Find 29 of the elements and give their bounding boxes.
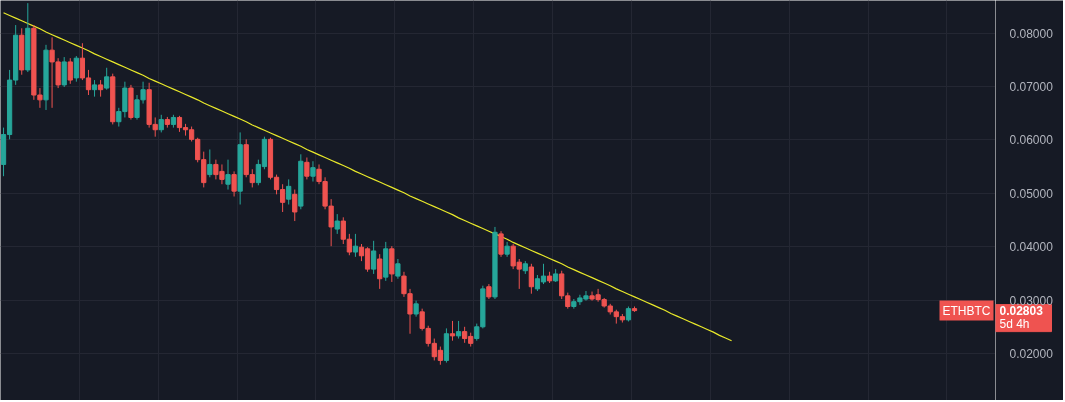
y-tick-label: 0.06000: [1009, 133, 1054, 148]
annotation: ETHBTC: [942, 303, 991, 318]
text: 0.02803: [999, 304, 1044, 319]
candlestick: [371, 240, 377, 275]
candlestick: [449, 320, 456, 342]
candlestick: [286, 178, 292, 206]
candlestick: [67, 57, 73, 85]
y-tick-label: 0.04000: [1009, 240, 1054, 255]
candlestick: [395, 258, 401, 280]
candlestick: [104, 67, 110, 91]
candlestick: [73, 55, 79, 83]
candlestick: [225, 159, 231, 191]
y-tick-label: 0.07000: [1009, 79, 1054, 94]
candlestick: [207, 149, 213, 178]
candlestick: [334, 213, 340, 235]
candlestick: [310, 160, 316, 183]
candlestick: [292, 189, 298, 222]
candlestick: [231, 170, 237, 197]
candlestick: [304, 157, 310, 180]
y-tick-label: 0.08000: [1009, 26, 1054, 41]
y-tick-label: 0.02000: [1009, 347, 1054, 361]
candlestick: [498, 230, 504, 258]
line-series: [2, 12, 733, 342]
candlestick: [352, 233, 359, 258]
candlestick: [528, 263, 534, 295]
candlestick: [61, 56, 67, 88]
candlestick: [377, 253, 383, 290]
text: 5d 4h: [999, 316, 1030, 331]
y-tick-label: 0.05000: [1009, 186, 1054, 201]
